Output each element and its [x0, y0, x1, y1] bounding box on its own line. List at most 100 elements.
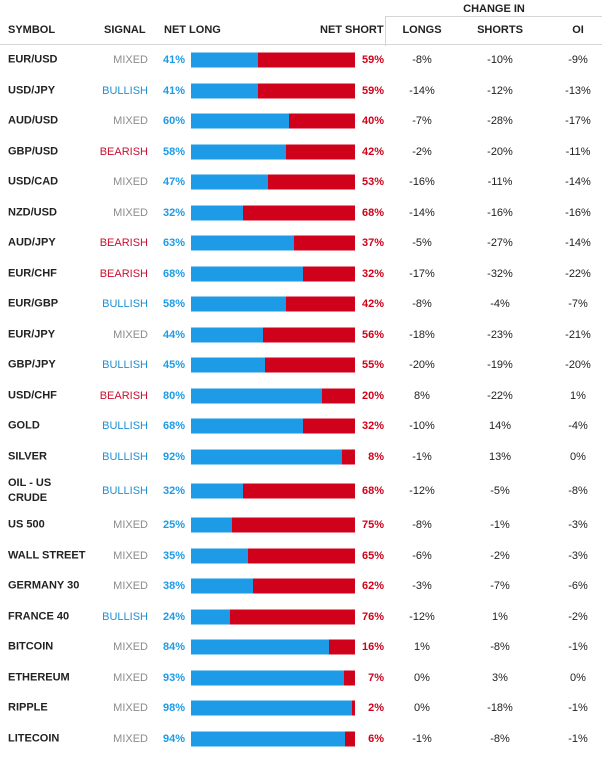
net-short-bar-fill — [328, 639, 355, 655]
symbol-cell[interactable]: LITECOIN — [8, 732, 60, 745]
shorts-change-cell: -22% — [487, 389, 513, 402]
oi-change-cell: -1% — [568, 702, 588, 715]
longs-change-cell: -17% — [409, 267, 435, 280]
net-long-bar-fill — [191, 670, 344, 686]
signal-cell: MIXED — [113, 671, 148, 684]
longs-column-header[interactable]: LONGS — [402, 24, 442, 36]
table-row[interactable]: GBP/JPY BULLISH 45% 55% -20% -19% -20% — [0, 350, 602, 381]
longs-change-cell: -10% — [409, 420, 435, 433]
symbol-cell[interactable]: BITCOIN — [8, 640, 54, 653]
symbol-cell[interactable]: FRANCE 40 — [8, 610, 70, 623]
shorts-column-header[interactable]: SHORTS — [477, 24, 523, 36]
symbol-cell[interactable]: EUR/GBP — [8, 297, 59, 310]
table-row[interactable]: USD/JPY BULLISH 41% 59% -14% -12% -13% — [0, 76, 602, 107]
symbol-cell[interactable]: AUD/USD — [8, 114, 59, 127]
sentiment-bar — [191, 266, 355, 282]
shorts-change-cell: -7% — [490, 580, 510, 593]
net-long-column-header[interactable]: NET LONG — [164, 24, 221, 36]
table-row[interactable]: USD/CHF BEARISH 80% 20% 8% -22% 1% — [0, 381, 602, 412]
sentiment-bar — [191, 327, 355, 343]
symbol-cell[interactable]: USD/CHF — [8, 389, 57, 402]
longs-change-cell: 8% — [414, 389, 430, 402]
shorts-change-cell: 14% — [488, 420, 512, 433]
symbol-cell[interactable]: US 500 — [8, 518, 45, 531]
signal-column-header[interactable]: SIGNAL — [104, 24, 146, 36]
table-row[interactable]: EUR/GBP BULLISH 58% 42% -8% -4% -7% — [0, 289, 602, 320]
table-row[interactable]: NZD/USD MIXED 32% 68% -14% -16% -16% — [0, 198, 602, 229]
sentiment-bar — [191, 418, 355, 434]
signal-cell: BULLISH — [102, 610, 148, 623]
table-row[interactable]: US 500 MIXED 25% 75% -8% -1% -3% — [0, 510, 602, 541]
shorts-change-cell: -27% — [487, 237, 513, 250]
table-row[interactable]: EUR/CHF BEARISH 68% 32% -17% -32% -22% — [0, 259, 602, 290]
symbol-cell[interactable]: EUR/JPY — [8, 328, 56, 341]
sentiment-bar — [191, 296, 355, 312]
table-row[interactable]: GBP/USD BEARISH 58% 42% -2% -20% -11% — [0, 137, 602, 168]
symbol-cell[interactable]: USD/JPY — [8, 84, 56, 97]
table-row[interactable]: RIPPLE MIXED 98% 2% 0% -18% -1% — [0, 693, 602, 724]
table-row[interactable]: OIL - US CRUDE BULLISH 32% 68% -12% -5% -8% — [0, 472, 602, 510]
longs-change-cell: -18% — [409, 328, 435, 341]
longs-change-cell: 0% — [414, 671, 430, 684]
table-row[interactable]: EUR/JPY MIXED 44% 56% -18% -23% -21% — [0, 320, 602, 351]
oi-column-header[interactable]: OI — [572, 24, 584, 36]
net-long-percent: 41% — [162, 54, 185, 67]
symbol-cell[interactable]: ETHEREUM — [8, 671, 70, 684]
net-short-bar-fill — [243, 205, 355, 221]
net-long-bar-fill — [191, 388, 323, 404]
table-row[interactable]: AUD/USD MIXED 60% 40% -7% -28% -17% — [0, 106, 602, 137]
net-short-percent: 76% — [361, 610, 384, 623]
shorts-change-cell: -12% — [487, 84, 513, 97]
net-short-percent: 68% — [361, 485, 384, 497]
table-row[interactable]: EUR/USD MIXED 41% 59% -8% -10% -9% — [0, 45, 602, 76]
signal-cell: BULLISH — [102, 420, 148, 433]
table-row[interactable]: ETHEREUM MIXED 93% 7% 0% 3% 0% — [0, 663, 602, 694]
net-long-percent: 84% — [162, 641, 185, 654]
net-long-bar-fill — [191, 266, 303, 282]
table-row[interactable]: FRANCE 40 BULLISH 24% 76% -12% 1% -2% — [0, 602, 602, 633]
sentiment-bar — [191, 144, 355, 160]
symbol-cell[interactable]: OIL - US CRUDE — [8, 477, 52, 504]
shorts-change-cell: -32% — [487, 267, 513, 280]
change-in-header: CHANGE IN — [463, 3, 525, 15]
signal-cell: MIXED — [113, 549, 148, 562]
net-short-bar-fill — [268, 174, 355, 190]
table-row[interactable]: AUD/JPY BEARISH 63% 37% -5% -27% -14% — [0, 228, 602, 259]
table-row[interactable]: BITCOIN MIXED 84% 16% 1% -8% -1% — [0, 632, 602, 663]
symbol-cell[interactable]: AUD/JPY — [8, 236, 56, 249]
symbol-cell[interactable]: SILVER — [8, 450, 47, 463]
net-short-percent: 40% — [361, 115, 384, 128]
symbol-cell[interactable]: EUR/USD — [8, 53, 58, 66]
longs-change-cell: -14% — [409, 206, 435, 219]
sentiment-bar — [191, 670, 355, 686]
table-row[interactable]: SILVER BULLISH 92% 8% -1% 13% 0% — [0, 442, 602, 473]
net-long-bar-fill — [191, 174, 269, 190]
symbol-cell[interactable]: GBP/USD — [8, 145, 59, 158]
symbol-cell[interactable]: NZD/USD — [8, 206, 57, 219]
table-row[interactable]: USD/CAD MIXED 47% 53% -16% -11% -14% — [0, 167, 602, 198]
symbol-cell[interactable]: RIPPLE — [8, 701, 48, 714]
sentiment-bar — [191, 83, 355, 99]
signal-cell: MIXED — [113, 580, 148, 593]
symbol-cell[interactable]: WALL STREET — [8, 549, 86, 562]
symbol-cell[interactable]: GBP/JPY — [8, 358, 56, 371]
sentiment-bar — [191, 483, 355, 499]
symbol-cell[interactable]: GOLD — [8, 419, 40, 432]
table-row[interactable]: GERMANY 30 MIXED 38% 62% -3% -7% -6% — [0, 571, 602, 602]
shorts-change-cell: -19% — [487, 359, 513, 372]
symbol-cell[interactable]: USD/CAD — [8, 175, 59, 188]
symbol-cell[interactable]: EUR/CHF — [8, 267, 57, 280]
net-short-bar-fill — [248, 548, 355, 564]
table-row[interactable]: WALL STREET MIXED 35% 65% -6% -2% -3% — [0, 541, 602, 572]
net-long-bar-fill — [191, 639, 329, 655]
table-row[interactable]: GOLD BULLISH 68% 32% -10% 14% -4% — [0, 411, 602, 442]
symbol-column-header[interactable]: SYMBOL — [8, 24, 56, 36]
oi-change-cell: -17% — [565, 115, 591, 128]
net-short-column-header[interactable]: NET SHORT — [320, 24, 384, 36]
longs-change-cell: -14% — [409, 84, 435, 97]
shorts-change-cell: -20% — [487, 145, 513, 158]
table-row[interactable]: LITECOIN MIXED 94% 6% -1% -8% -1% — [0, 724, 602, 755]
symbol-cell[interactable]: GERMANY 30 — [8, 579, 80, 592]
signal-cell: BULLISH — [102, 84, 148, 97]
net-long-bar-fill — [191, 548, 249, 564]
